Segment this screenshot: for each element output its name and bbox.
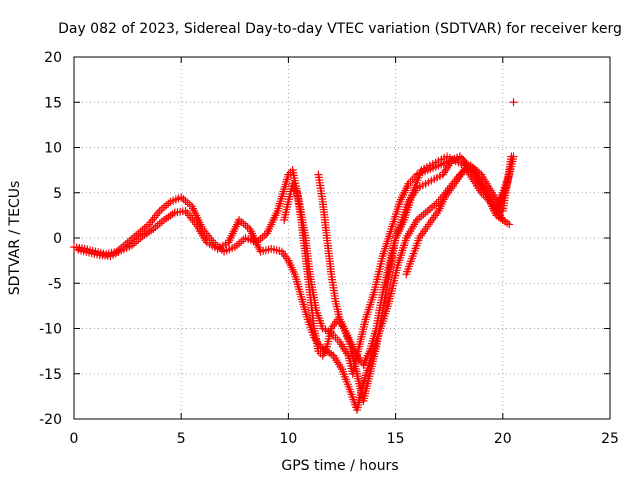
data-point-track-b-15-2 [239,219,248,228]
axis-ticks: 0 5 10 15 20 25 -20 -15 -10 -5 0 5 10 15 20 [39,50,619,447]
y-tick-label-6: 10 [44,141,62,157]
y-tick-label-5: 5 [53,186,62,202]
data-point-track-b-37-3 [419,210,428,219]
x-tick-label-0: 0 [70,431,79,447]
data-point-track-a-15-4 [239,235,248,244]
data-point-track-a-15-2 [235,239,244,248]
data-point-track-a-10-2 [181,196,190,205]
data-point-track-b-37-1 [415,214,424,223]
chart-title: Day 082 of 2023, Sidereal Day-to-day VTE… [58,21,622,37]
data-point-track-a-10-1 [179,195,188,204]
data-point-track-b-38-2 [428,203,437,212]
y-tick-label-2: -10 [39,322,62,338]
data-point-track-b-37-4 [421,208,430,217]
x-tick-label-4: 20 [494,431,512,447]
data-point-track-d-29 [509,152,518,161]
data-point-track-a-10-3 [183,198,192,207]
data-point-track-b-38 [423,206,432,215]
data-point-track-e-16 [505,220,514,229]
y-tick-label-4: 0 [53,231,62,247]
data-point-track-a-8-2 [160,203,169,212]
x-tick-label-5: 25 [601,431,619,447]
data-point-track-a-8-1 [157,205,166,214]
x-tick-label-3: 15 [387,431,405,447]
y-tick-label-1: -15 [39,367,62,383]
data-point-track-a-17-3 [258,233,267,242]
y-tick-label-3: -5 [48,276,62,292]
data-point-track-a-8-3 [162,201,171,210]
data-point-track-a-15-3 [237,237,246,246]
data-point-track-b-7-3 [155,219,164,228]
y-axis-label: SDTVAR / TECUs [7,181,23,296]
x-tick-label-1: 5 [177,431,186,447]
data-point-outlier-0 [509,98,518,107]
data-point-track-b-37-2 [417,212,426,221]
y-tick-label-7: 15 [44,95,62,111]
x-axis-label: GPS time / hours [281,458,398,474]
y-tick-label-0: -20 [39,412,62,428]
y-tick-label-8: 20 [44,50,62,66]
data-points [70,98,518,414]
data-point-track-b-38-1 [425,205,434,214]
data-point-track-b-15-3 [241,221,250,230]
x-tick-label-2: 10 [279,431,297,447]
